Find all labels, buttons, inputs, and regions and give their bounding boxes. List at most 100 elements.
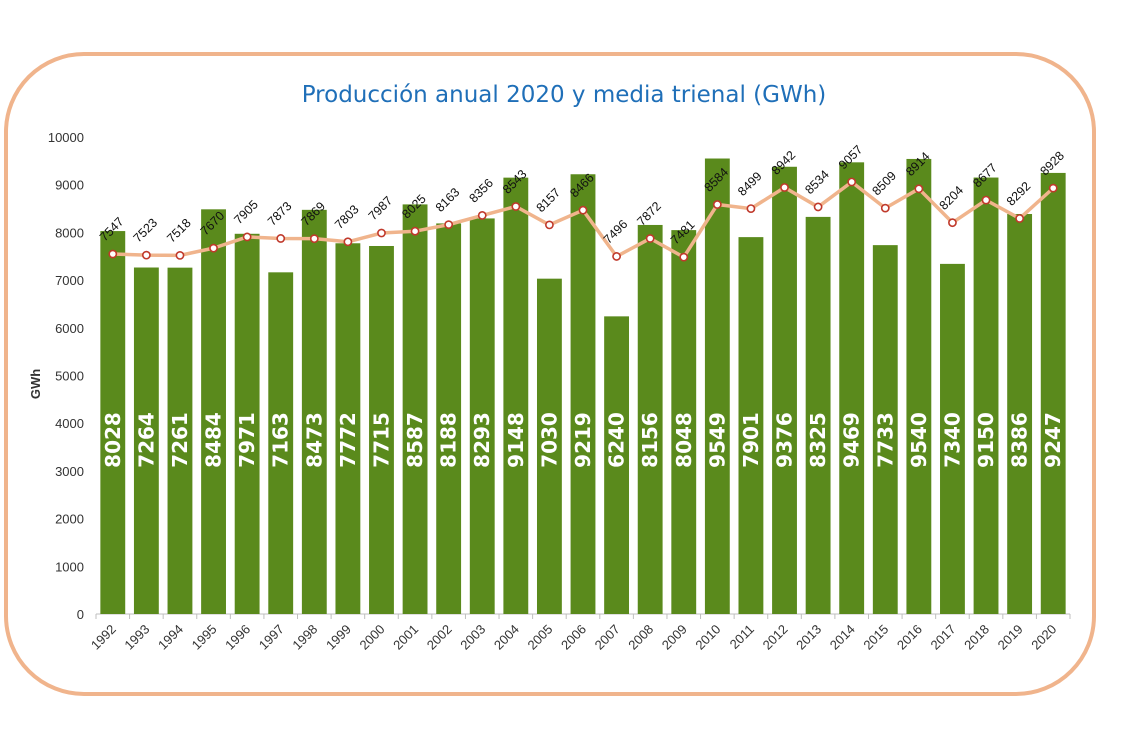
bar-series <box>100 158 1066 615</box>
line-point <box>1048 183 1058 193</box>
x-tick-label: 2002 <box>424 622 455 653</box>
line-value-label: 8534 <box>802 167 832 197</box>
y-tick-label: 5000 <box>55 369 84 384</box>
x-tick-label: 2017 <box>928 622 959 653</box>
bar <box>772 166 797 614</box>
bar <box>301 209 327 615</box>
bar-value-label: 8473 <box>302 412 326 468</box>
line-point <box>141 250 151 260</box>
bar-value-label: 7971 <box>235 412 259 468</box>
bar-value-label: 9150 <box>974 412 998 468</box>
x-tick-label: 2011 <box>727 622 757 652</box>
bar <box>604 316 630 614</box>
bar <box>436 223 462 614</box>
line-point <box>108 249 118 259</box>
line-point <box>1015 214 1025 223</box>
bar <box>503 177 529 615</box>
line-value-label: 7803 <box>332 202 362 232</box>
line-point <box>276 234 286 243</box>
bar-value-label: 9540 <box>907 412 931 468</box>
x-tick-label: 2018 <box>961 622 992 653</box>
bar-value-label: 7733 <box>873 412 897 468</box>
chart-title: Producción anual 2020 y media trienal (G… <box>301 82 827 108</box>
bar-value-label: 7772 <box>336 412 360 468</box>
line-value-label: 8163 <box>433 185 463 215</box>
line-point <box>612 252 621 261</box>
bar <box>671 230 697 614</box>
chart-frame <box>4 52 1096 696</box>
bar-value-label: 8293 <box>470 412 494 468</box>
bar-value-label: 9219 <box>571 412 595 468</box>
line-point <box>712 200 722 209</box>
bar-value-label: 9148 <box>504 412 528 468</box>
y-tick-label: 2000 <box>55 512 84 527</box>
bar-value-label: 9469 <box>840 412 864 468</box>
bar <box>268 272 294 614</box>
bar <box>940 263 965 614</box>
y-tick-label: 8000 <box>55 225 84 240</box>
x-tick-label: 2004 <box>491 622 522 653</box>
line-point <box>645 234 655 243</box>
line-value-label: 8157 <box>534 185 564 215</box>
line-value-label: 7523 <box>131 216 161 246</box>
x-tick-label: 2009 <box>659 622 690 653</box>
line-point <box>847 177 857 187</box>
x-tick-label: 2019 <box>995 622 1026 653</box>
bar <box>872 245 898 614</box>
x-tick-label: 2007 <box>592 622 623 653</box>
bar <box>100 231 126 615</box>
x-tick-label: 1996 <box>222 622 253 653</box>
bar-labels: 8028 7264 7261 8484 7971 7163 8473 7772 7715 8587… <box>101 412 1065 468</box>
bar-value-label: 7261 <box>168 412 192 468</box>
bar-value-label: 7264 <box>134 412 158 468</box>
line-point <box>746 204 756 213</box>
line-point <box>175 250 185 260</box>
x-tick-label: 2016 <box>894 622 925 653</box>
line-value-label: 7496 <box>601 217 631 247</box>
line-value-label: 7873 <box>265 199 295 229</box>
bar <box>839 162 865 614</box>
bar-value-label: 8188 <box>437 412 461 468</box>
bar-value-label: 8028 <box>101 412 125 468</box>
x-tick-label: 1997 <box>256 622 287 653</box>
x-tick-label: 2015 <box>860 622 891 653</box>
x-tick-label: 2008 <box>625 622 656 653</box>
line-value-label: 7518 <box>164 216 194 246</box>
bar-value-label: 8048 <box>672 412 696 468</box>
x-tick-label: 2001 <box>390 622 421 653</box>
line-point <box>578 205 588 215</box>
x-tick-label: 1992 <box>88 622 119 653</box>
x-tick-label: 2006 <box>558 622 589 653</box>
line-point <box>477 211 487 220</box>
line-value-label: 8292 <box>1004 179 1034 209</box>
bar-value-label: 8386 <box>1008 412 1032 468</box>
bar <box>402 204 428 615</box>
line-point <box>377 228 386 238</box>
line-value-label: 8356 <box>466 176 496 206</box>
bar-value-label: 9376 <box>773 412 797 468</box>
line-point <box>880 203 890 213</box>
line-point <box>545 220 554 230</box>
bar <box>637 224 663 614</box>
bar <box>805 216 831 614</box>
bar <box>973 177 999 615</box>
x-tick-label: 2012 <box>760 622 791 653</box>
bar <box>234 233 260 614</box>
x-tick-label: 2010 <box>692 622 723 653</box>
bar-value-label: 9247 <box>1041 412 1065 468</box>
x-tick-label: 1998 <box>289 622 320 653</box>
line-point <box>813 202 823 212</box>
line-value-label: 8509 <box>869 169 899 199</box>
bar <box>738 237 764 614</box>
bar-value-label: 8587 <box>403 412 427 468</box>
x-tick-label: 2005 <box>524 622 555 653</box>
line-series <box>108 177 1058 262</box>
line-point <box>309 234 319 244</box>
x-tick-label: 2000 <box>357 622 388 653</box>
line-point <box>914 184 924 194</box>
line-point <box>410 226 420 236</box>
bar-value-label: 7030 <box>537 412 561 468</box>
bar <box>335 243 361 614</box>
line-value-label: 7905 <box>231 197 261 227</box>
